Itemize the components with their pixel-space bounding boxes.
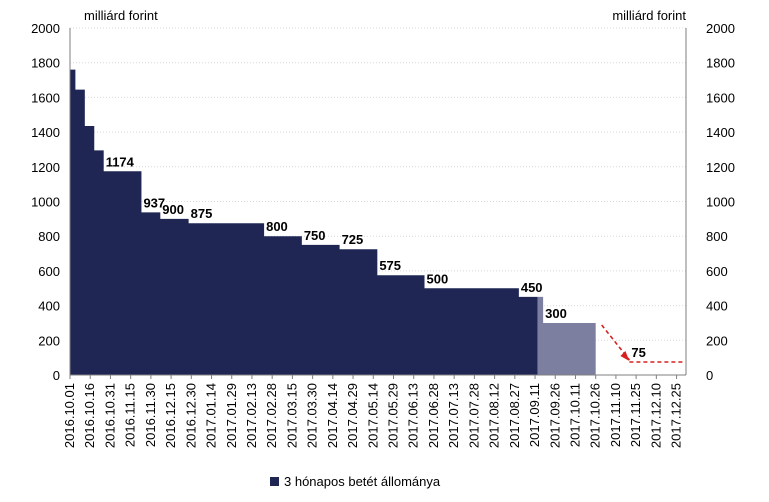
x-tick-label: 2017.06.28 [426,383,441,448]
x-axis: 2016.10.01 2016.10.16 2016.10.31 2016.11.15… [62,375,684,448]
y-tick-label-right: 2000 [706,21,735,36]
x-tick-label: 2017.07.13 [446,383,461,448]
y-tick-label-right: 600 [706,264,728,279]
y-tick-label-left: 200 [38,333,60,348]
y-tick-label-left: 1000 [31,195,60,210]
x-tick-label: 2017.01.29 [224,383,239,448]
axes [69,28,687,376]
y-axis-right: 0 200 400 600 800 1000 1200 1400 1600 1800 2000 [706,21,735,383]
y-tick-label-right: 1400 [706,125,735,140]
x-tick-label: 2016.12.30 [183,383,198,448]
y-tick-label-right: 1000 [706,195,735,210]
x-tick-label: 2017.04.14 [325,383,340,448]
data-label: 450 [521,280,543,295]
y-tick-label-left: 2000 [31,21,60,36]
y-tick-label-right: 800 [706,229,728,244]
x-tick-label: 2017.07.28 [466,383,481,448]
y-tick-label-left: 400 [38,299,60,314]
x-tick-label: 2017.08.12 [487,383,502,448]
data-label: 900 [162,202,184,217]
y-tick-label-right: 1200 [706,160,735,175]
y-tick-label-right: 0 [706,368,713,383]
data-label: 750 [304,228,326,243]
y-tick-label-left: 1600 [31,90,60,105]
x-tick-label: 2017.05.29 [386,383,401,448]
y-tick-label-left: 1800 [31,56,60,71]
data-label: 875 [191,206,213,221]
y-tick-label-left: 0 [53,368,60,383]
x-tick-label: 2017.03.30 [305,383,320,448]
data-label: 575 [379,258,401,273]
x-tick-label: 2016.10.01 [62,383,77,448]
y-tick-label-left: 600 [38,264,60,279]
x-tick-label: 2017.09.26 [547,383,562,448]
y-tick-label-right: 1800 [706,56,735,71]
x-tick-label: 2017.06.13 [406,383,421,448]
legend: 3 hónapos betét állománya [270,474,441,489]
data-label: 937 [143,195,165,210]
x-tick-label: 2016.10.31 [102,383,117,448]
x-tick-label: 2016.11.30 [143,383,158,447]
x-tick-label: 2017.11.25 [628,383,643,447]
right-axis-unit-label: milliárd forint [612,8,686,23]
y-tick-label-right: 1600 [706,90,735,105]
y-tick-label-left: 1200 [31,160,60,175]
x-tick-label: 2017.02.28 [264,383,279,448]
deposit-area-actual [70,69,538,375]
projection-arrowhead [620,350,630,361]
x-tick-label: 2017.10.26 [588,383,603,448]
x-tick-label: 2017.02.13 [244,383,259,448]
y-tick-label-left: 800 [38,229,60,244]
x-tick-label: 2017.12.25 [669,383,684,448]
data-label: 500 [427,271,449,286]
y-tick-label-left: 1400 [31,125,60,140]
x-tick-label: 2017.04.29 [345,383,360,448]
x-tick-label: 2017.11.10 [608,383,623,447]
x-tick-label: 2017.01.14 [204,383,219,448]
x-tick-label: 2016.12.15 [163,383,178,448]
y-axis-left: 0 200 400 600 800 1000 1200 1400 1600 1800 2000 [31,21,60,383]
x-tick-label: 2017.08.27 [507,383,522,448]
data-label: 800 [266,219,288,234]
data-label: 1174 [106,154,135,169]
left-axis-unit-label: milliárd forint [84,8,158,23]
x-tick-label: 2016.10.16 [82,383,97,448]
legend-swatch [270,477,279,486]
y-tick-label-right: 200 [706,333,728,348]
x-tick-label: 2017.12.10 [648,383,663,448]
data-label: 725 [342,232,364,247]
y-tick-label-right: 400 [706,299,728,314]
x-tick-label: 2017.10.11 [567,383,582,447]
x-tick-label: 2016.11.15 [123,383,138,447]
x-tick-label: 2017.09.11 [527,383,542,447]
data-label: 75 [631,345,645,360]
x-tick-label: 2017.05.14 [365,383,380,448]
x-tick-label: 2017.03.15 [284,383,299,448]
legend-label: 3 hónapos betét állománya [284,474,441,489]
data-label: 300 [545,306,567,321]
plot-areas [70,69,685,375]
deposit-area-planned [537,296,596,375]
